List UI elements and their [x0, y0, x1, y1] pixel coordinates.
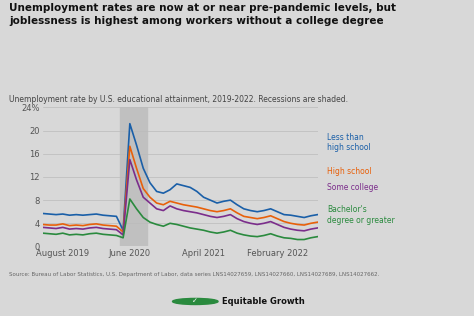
Text: High school: High school — [327, 167, 372, 176]
Bar — [120, 107, 146, 246]
Text: Less than
high school: Less than high school — [327, 133, 371, 152]
Text: Equitable Growth: Equitable Growth — [222, 297, 305, 306]
Text: Bachelor's
degree or greater: Bachelor's degree or greater — [327, 205, 395, 225]
Circle shape — [173, 298, 218, 305]
Text: Some college: Some college — [327, 183, 378, 192]
Text: Unemployment rate by U.S. educational attainment, 2019-2022. Recessions are shad: Unemployment rate by U.S. educational at… — [9, 95, 348, 104]
Text: ✓: ✓ — [192, 299, 198, 304]
Text: Unemployment rates are now at or near pre-pandemic levels, but
joblessness is hi: Unemployment rates are now at or near pr… — [9, 3, 396, 26]
Text: Source: Bureau of Labor Statistics, U.S. Department of Labor, data series LNS140: Source: Bureau of Labor Statistics, U.S.… — [9, 272, 380, 277]
